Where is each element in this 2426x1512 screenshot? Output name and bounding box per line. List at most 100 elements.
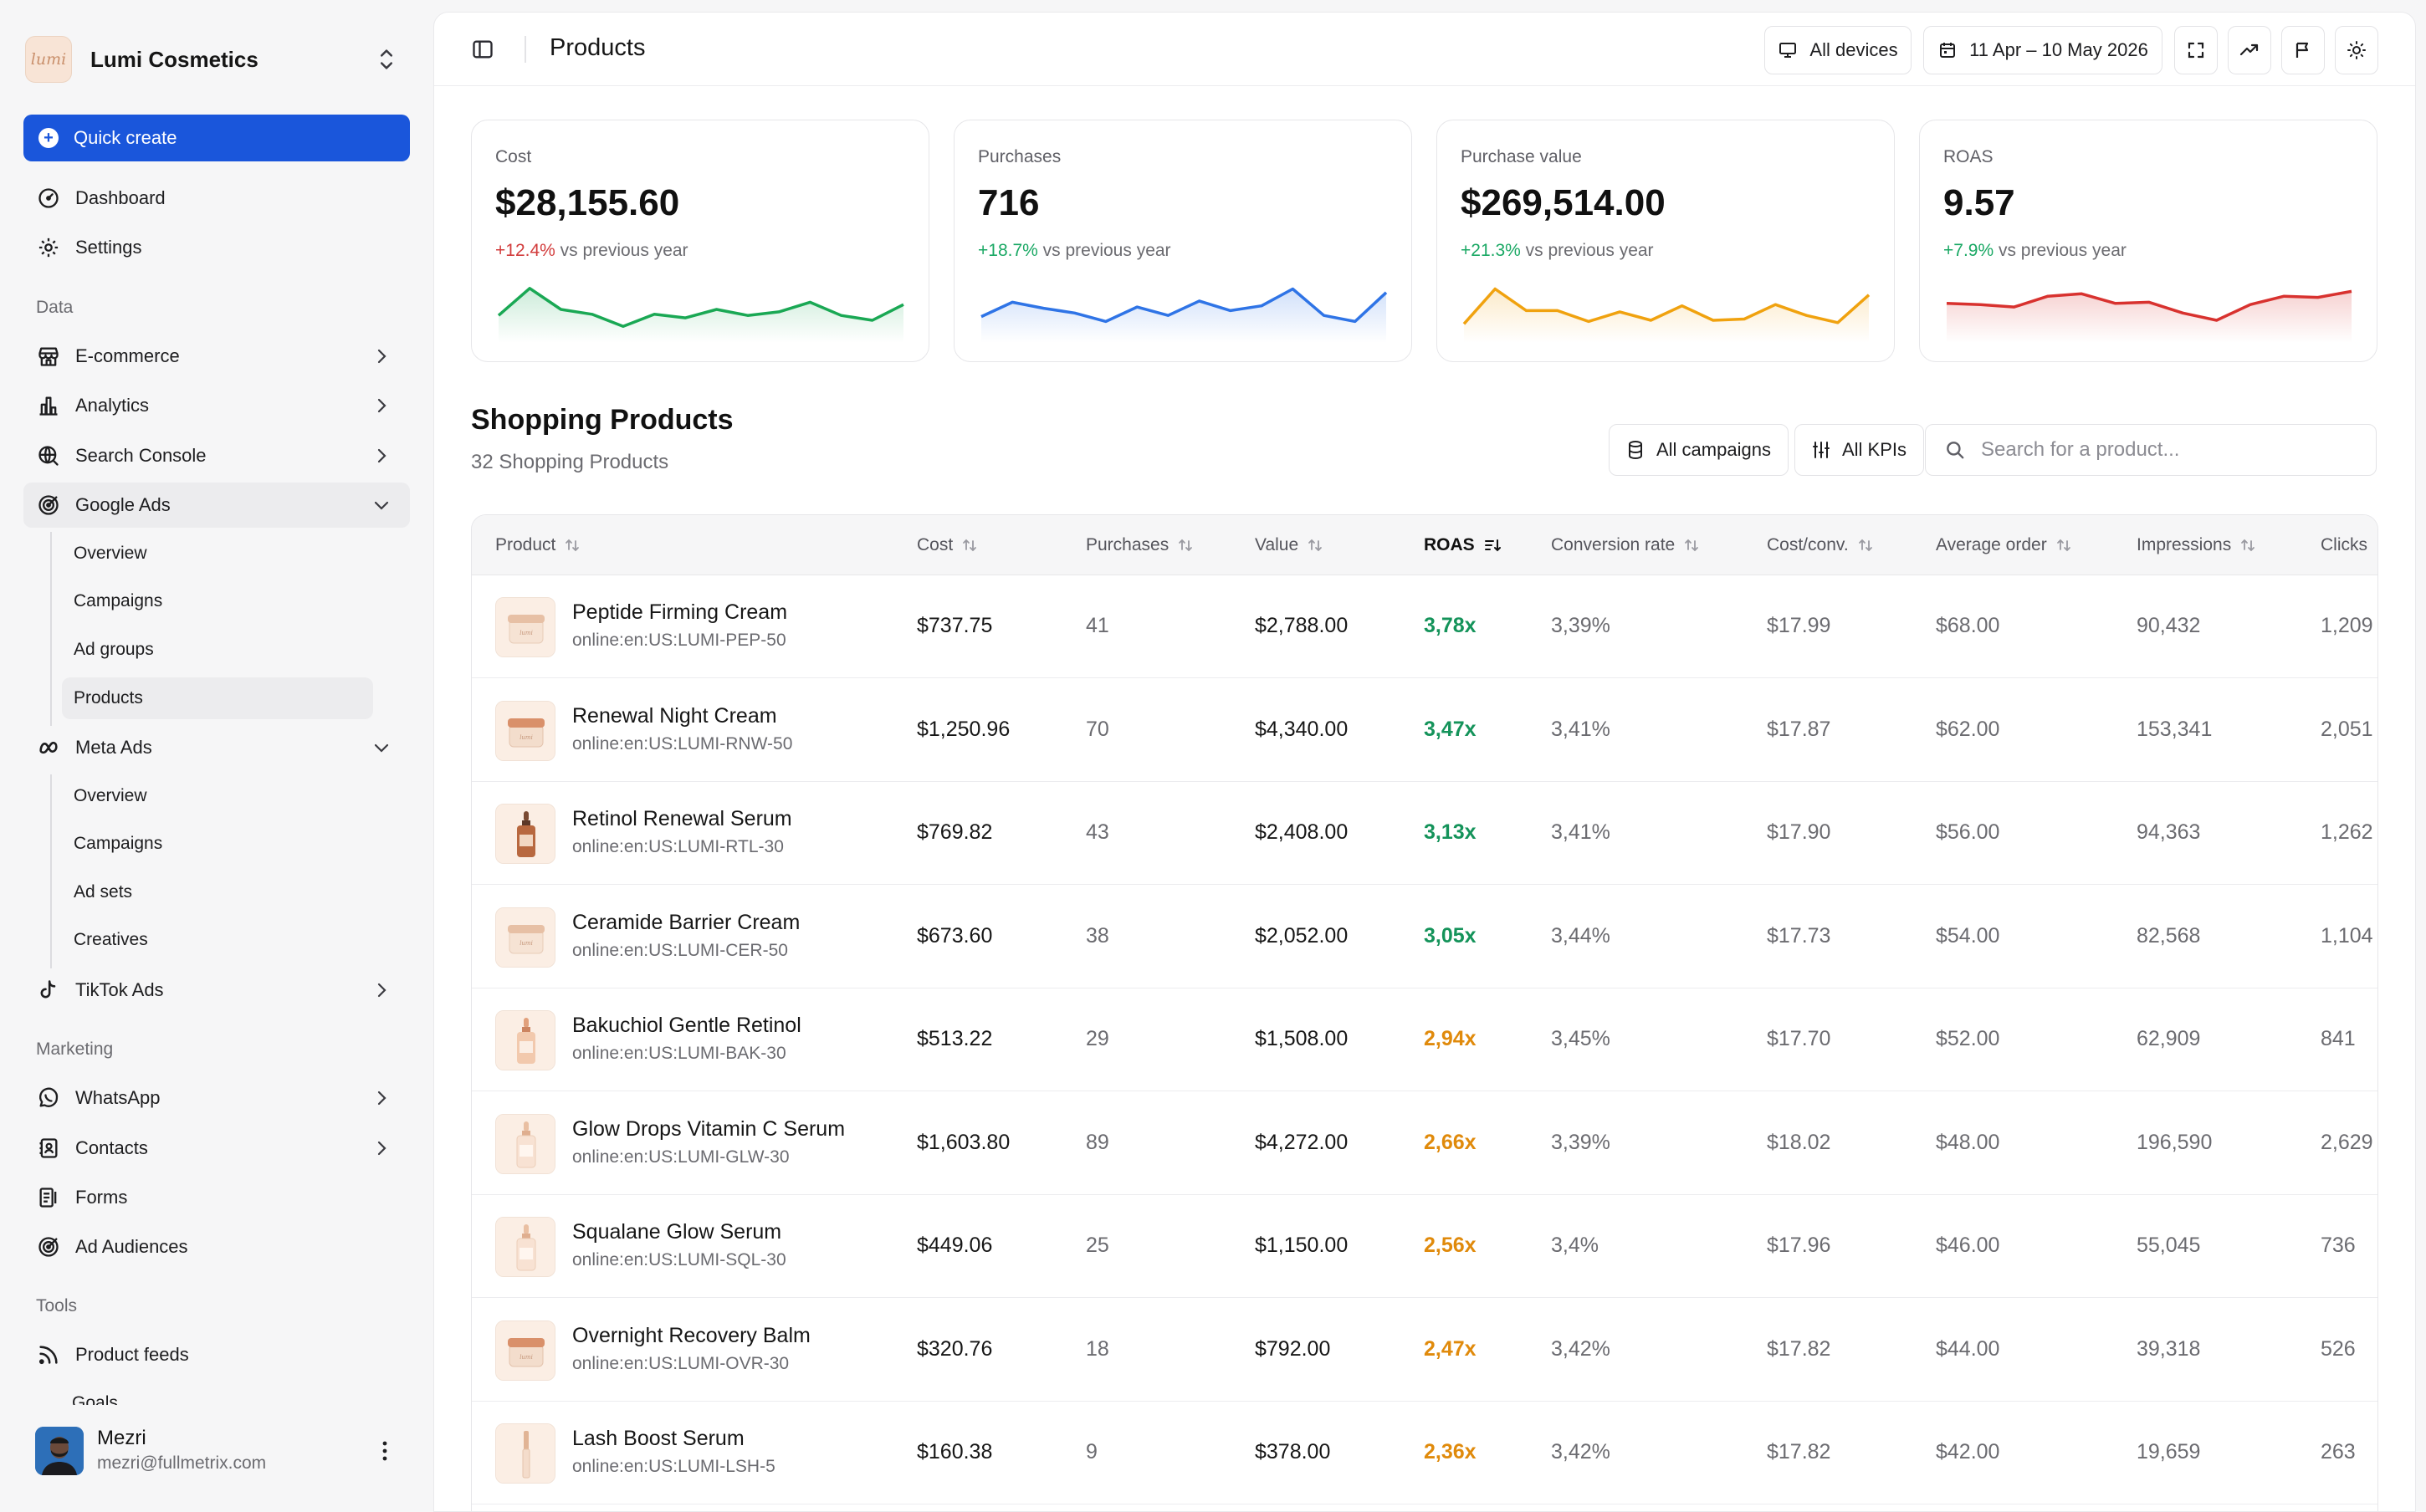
table-row[interactable]: Retinol Renewal Serum online:en:US:LUMI-R… xyxy=(472,782,2377,885)
sort-icon xyxy=(963,539,977,552)
trends-button[interactable] xyxy=(2228,26,2271,74)
product-name[interactable]: Retinol Renewal Serum xyxy=(572,807,792,830)
table-row[interactable]: lumi Renewal Night Cream online:en:US:LUMI… xyxy=(472,679,2377,782)
product-thumbnail xyxy=(495,1423,555,1484)
table-row[interactable]: Squalane Glow Serum online:en:US:LUMI-SQL… xyxy=(472,1195,2377,1298)
product-name[interactable]: Ceramide Barrier Cream xyxy=(572,910,801,934)
devices-filter-button[interactable]: All devices xyxy=(1764,26,1912,74)
sidebar-item-ecommerce[interactable]: E-commerce xyxy=(23,334,410,379)
sidebar-item-tiktok-ads[interactable]: TikTok Ads xyxy=(23,968,410,1013)
kpi-sparkline xyxy=(1462,287,1871,343)
sidebar-subitem-meta-creatives[interactable]: Creatives xyxy=(62,919,373,961)
sidebar-item-analytics[interactable]: Analytics xyxy=(23,383,410,428)
product-name[interactable]: Bakuchiol Gentle Retinol xyxy=(572,1014,801,1037)
user-email: mezri@fullmetrix.com xyxy=(97,1453,267,1473)
workspace-switcher[interactable]: lumi Lumi Cosmetics xyxy=(25,25,410,94)
annotations-button[interactable] xyxy=(2281,26,2325,74)
sidebar-item-search-console[interactable]: Search Console xyxy=(23,433,410,478)
table-row[interactable]: Lash Boost Serum online:en:US:LUMI-LSH-5 $… xyxy=(472,1402,2377,1504)
cell-cost-per-conversion: $17.82 xyxy=(1767,1336,1831,1361)
chevron-down-icon xyxy=(374,501,389,510)
table-row[interactable]: Glow Drops Vitamin C Serum online:en:US:L… xyxy=(472,1092,2377,1195)
sidebar-item-ad-audiences[interactable]: Ad Audiences xyxy=(23,1224,410,1269)
sidebar-item-whatsapp[interactable]: WhatsApp xyxy=(23,1075,410,1121)
kpi-label: Cost xyxy=(495,147,532,166)
sidebar-item-google-ads[interactable]: Google Ads xyxy=(23,483,410,528)
sidebar-item-forms[interactable]: Forms xyxy=(23,1175,410,1220)
kpi-change: +12.4% vs previous year xyxy=(495,241,688,261)
sidebar-subitem-meta-campaigns[interactable]: Campaigns xyxy=(62,823,373,865)
cell-cost: $449.06 xyxy=(917,1234,993,1257)
product-search[interactable] xyxy=(1925,424,2377,476)
kpi-card-cost[interactable]: Cost $28,155.60 +12.4% vs previous year xyxy=(471,120,929,362)
column-header-impressions[interactable]: Impressions xyxy=(2137,535,2256,555)
product-name[interactable]: Lash Boost Serum xyxy=(572,1427,745,1450)
product-sku: online:en:US:LUMI-OVR-30 xyxy=(572,1353,790,1373)
cell-average-order: $44.00 xyxy=(1936,1336,2000,1361)
table-row[interactable]: lumi Peptide Firming Cream online:en:US:LU… xyxy=(472,575,2377,678)
theme-toggle-button[interactable] xyxy=(2335,26,2378,74)
product-name[interactable]: Squalane Glow Serum xyxy=(572,1220,782,1244)
column-header-conversion-rate[interactable]: Conversion rate xyxy=(1551,535,1700,555)
sidebar-subitem-google-overview[interactable]: Overview xyxy=(62,533,373,575)
cell-impressions: 39,318 xyxy=(2137,1336,2201,1361)
cell-impressions: 82,568 xyxy=(2137,923,2201,948)
table-row[interactable]: lumi Overnight Recovery Balm online:en:US:… xyxy=(472,1299,2377,1402)
sidebar-subitem-meta-overview[interactable]: Overview xyxy=(62,775,373,817)
product-name[interactable]: Peptide Firming Cream xyxy=(572,600,788,624)
campaigns-filter-button[interactable]: All campaigns xyxy=(1609,424,1789,476)
sidebar-subitem-label: Products xyxy=(74,688,143,707)
sidebar: lumi Lumi Cosmetics + Quick create Dashb… xyxy=(0,0,432,1512)
date-range-button[interactable]: 11 Apr – 10 May 2026 xyxy=(1923,26,2162,74)
page-title: Products xyxy=(550,34,646,61)
more-vertical-icon[interactable] xyxy=(375,1438,395,1463)
column-header-cost-per-conversion[interactable]: Cost/conv. xyxy=(1767,535,1874,555)
column-header-average-order[interactable]: Average order xyxy=(1936,535,2072,555)
sidebar-item-meta-ads[interactable]: Meta Ads xyxy=(23,725,410,770)
sidebar-toggle-icon[interactable] xyxy=(471,38,494,61)
product-name[interactable]: Overnight Recovery Balm xyxy=(572,1323,811,1347)
sidebar-item-contacts[interactable]: Contacts xyxy=(23,1126,410,1171)
cell-value: $792.00 xyxy=(1255,1336,1331,1361)
sidebar-item-product-feeds[interactable]: Product feeds xyxy=(23,1332,410,1377)
sidebar-item-label: Dashboard xyxy=(75,187,166,208)
product-sku: online:en:US:LUMI-BAK-30 xyxy=(572,1044,786,1063)
table-row[interactable]: Bakuchiol Gentle Retinol online:en:US:LUM… xyxy=(472,988,2377,1091)
kpi-sparkline xyxy=(1946,289,2352,343)
cell-purchases: 89 xyxy=(1086,1130,1109,1154)
table-row[interactable]: lumi Ceramide Barrier Cream online:en:US:L… xyxy=(472,886,2377,988)
kpi-card-purchase-value[interactable]: Purchase value $269,514.00 +21.3% vs pre… xyxy=(1436,120,1895,362)
sidebar-subitem-google-products[interactable]: Products xyxy=(62,677,373,719)
sidebar-item-settings[interactable]: Settings xyxy=(23,225,410,270)
cell-average-order: $62.00 xyxy=(1936,717,2000,741)
sidebar-subitem-google-ad-groups[interactable]: Ad groups xyxy=(62,629,373,671)
column-header-value[interactable]: Value xyxy=(1255,535,1323,555)
product-name[interactable]: Renewal Night Cream xyxy=(572,703,777,728)
sort-icon xyxy=(1858,539,1872,552)
kpi-card-roas[interactable]: ROAS 9.57 +7.9% vs previous year xyxy=(1919,120,2377,362)
column-header-product[interactable]: Product xyxy=(495,535,581,555)
sidebar-item-dashboard[interactable]: Dashboard xyxy=(23,176,410,221)
column-header-purchases[interactable]: Purchases xyxy=(1086,535,1194,555)
product-sku: online:en:US:LUMI-CER-50 xyxy=(572,940,788,960)
search-input[interactable] xyxy=(1981,438,2349,462)
product-name[interactable]: Glow Drops Vitamin C Serum xyxy=(572,1116,846,1141)
kpi-card-purchases[interactable]: Purchases 716 +18.7% vs previous year xyxy=(954,120,1412,362)
cell-conversion-rate: 3,41% xyxy=(1551,717,1610,741)
sidebar-subitem-google-campaigns[interactable]: Campaigns xyxy=(62,580,373,622)
kpi-label: Purchase value xyxy=(1461,147,1582,166)
quick-create-button[interactable]: + Quick create xyxy=(23,115,410,161)
fullscreen-button[interactable] xyxy=(2174,26,2218,74)
column-header-clicks[interactable]: Clicks xyxy=(2321,535,2367,555)
column-header-roas[interactable]: ROAS xyxy=(1424,535,1502,555)
user-profile[interactable]: Mezri mezri@fullmetrix.com xyxy=(0,1405,432,1512)
sidebar-section-marketing: Marketing xyxy=(36,1040,114,1059)
kpis-filter-button[interactable]: All KPIs xyxy=(1794,424,1925,476)
contacts-book-icon xyxy=(39,1138,58,1158)
product-thumbnail xyxy=(495,1010,555,1070)
quick-create-label: Quick create xyxy=(74,127,177,148)
column-header-cost[interactable]: Cost xyxy=(917,535,978,555)
sidebar-subitem-meta-ad-sets[interactable]: Ad sets xyxy=(62,871,373,913)
date-range-label: 11 Apr – 10 May 2026 xyxy=(1969,39,2148,60)
devices-filter-label: All devices xyxy=(1809,39,1898,60)
